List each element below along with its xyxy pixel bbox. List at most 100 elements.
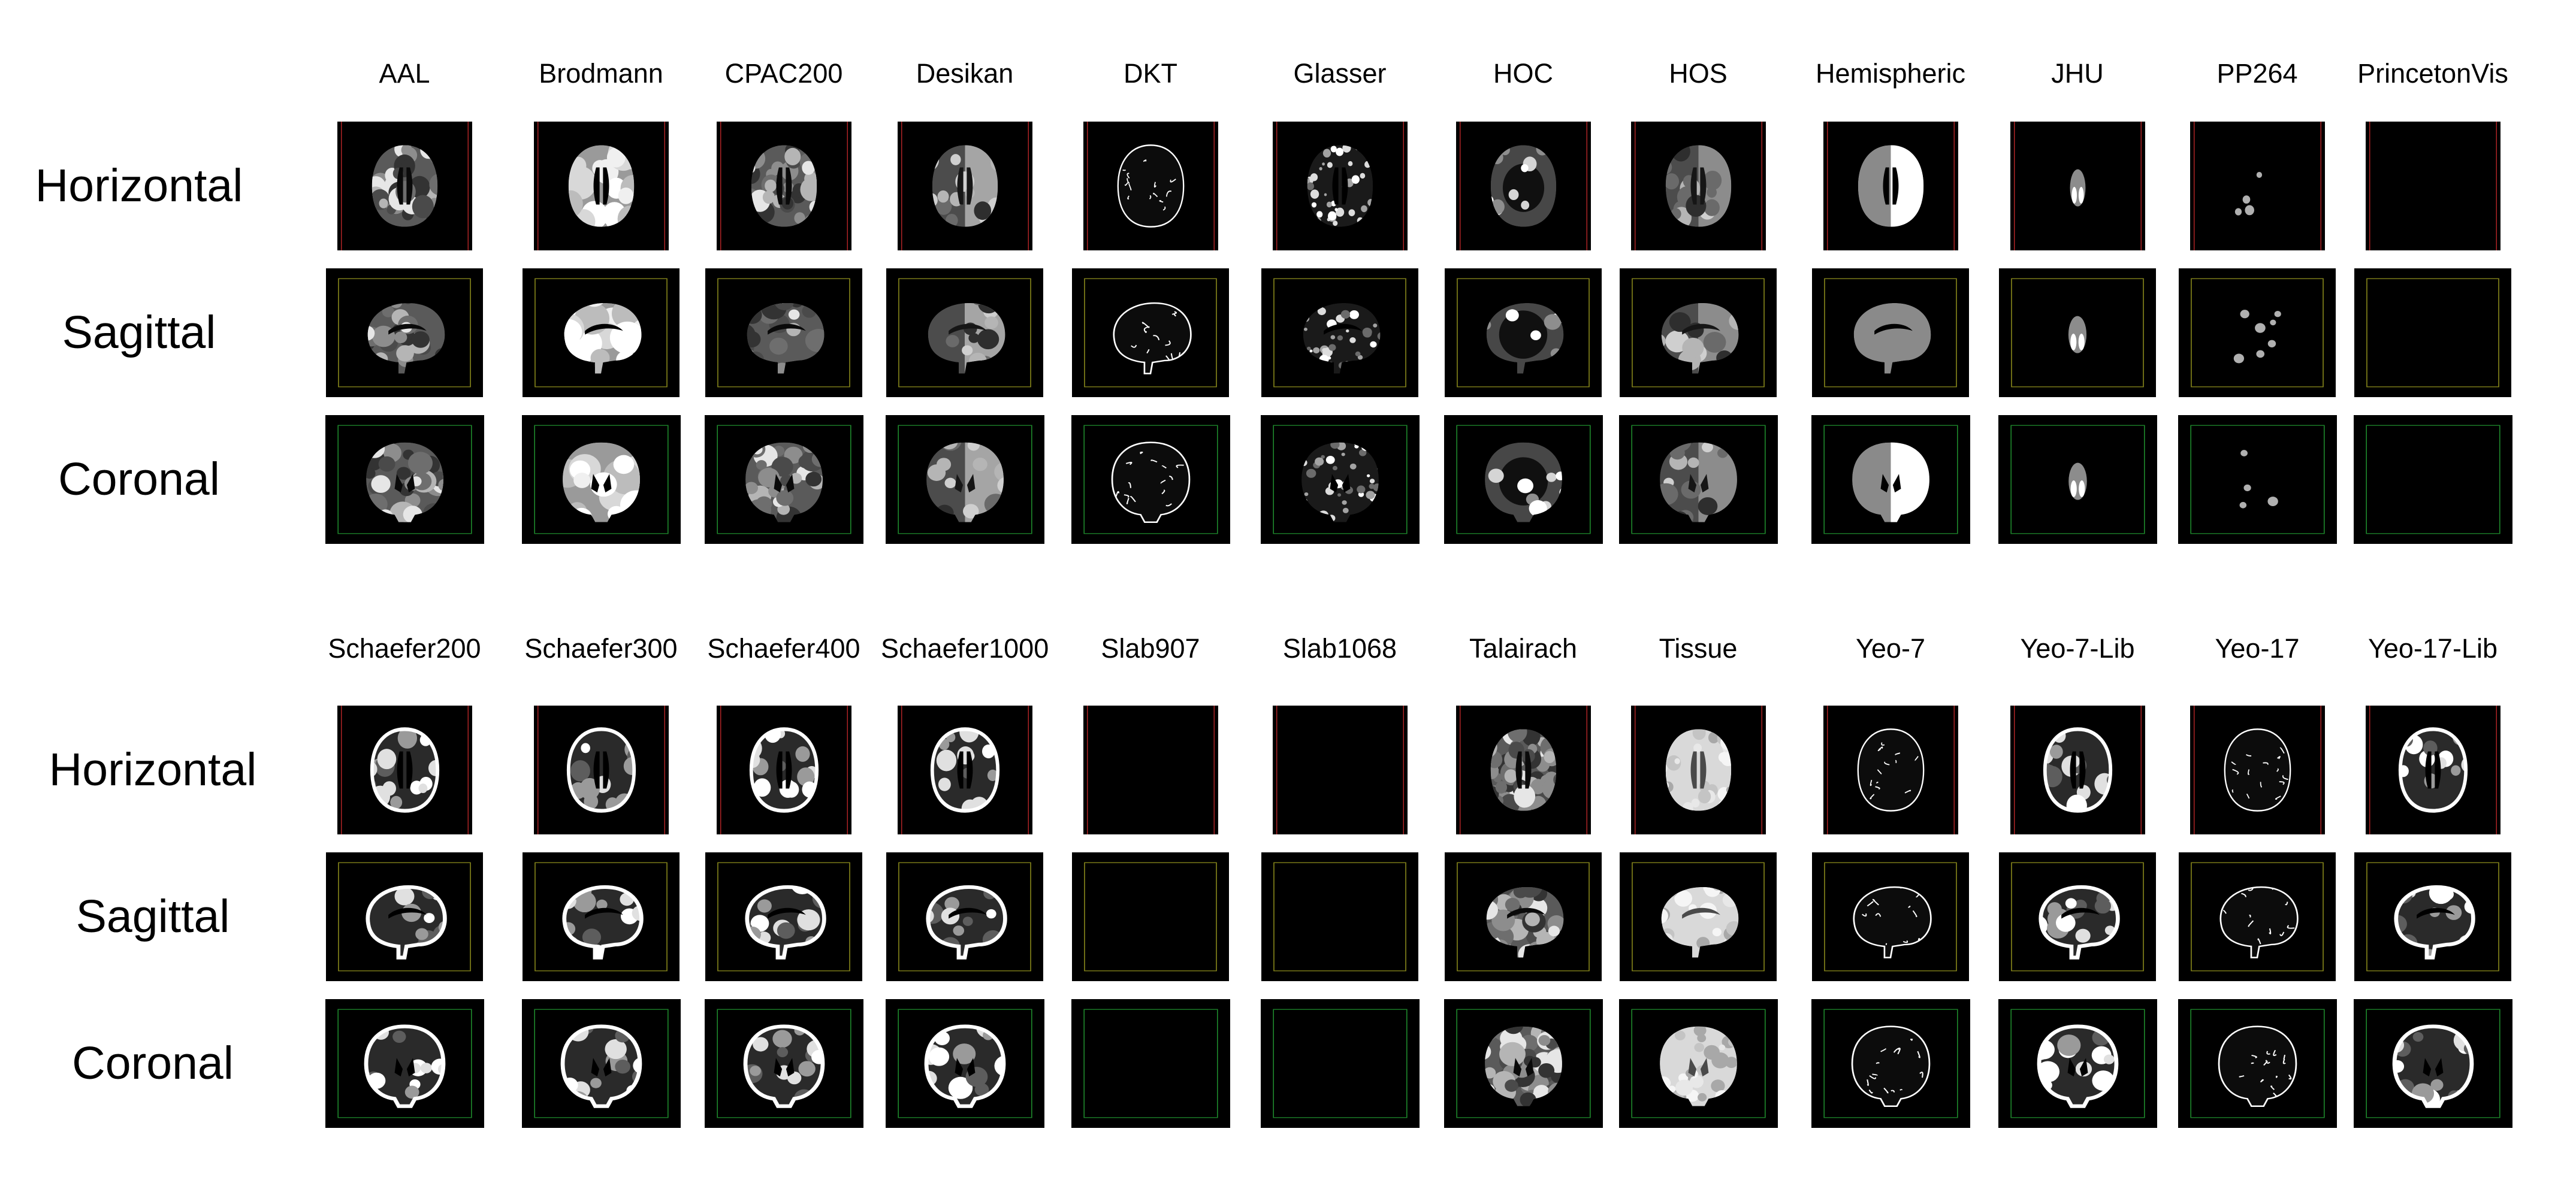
atlas-label-hemispheric: Hemispheric <box>1815 58 1966 89</box>
brain-image <box>534 862 668 971</box>
brain-slice-tissue-sagittal <box>1620 852 1777 981</box>
brain-slice-hoc-horizontal <box>1455 121 1591 250</box>
brain-slice-schaefer200-sagittal <box>326 852 483 981</box>
brain-image <box>2190 425 2325 534</box>
brain-image <box>340 121 469 250</box>
brain-image <box>716 425 851 534</box>
brain-image <box>1455 425 1591 534</box>
brain-slice-pp264-coronal <box>2178 414 2337 544</box>
brain-slice-brodmann-sagittal <box>523 268 680 397</box>
brain-slice-princetonvis-horizontal <box>2365 121 2500 250</box>
brain-slice-aal-coronal <box>325 414 484 544</box>
atlas-label-yeo-17: Yeo-17 <box>2215 633 2300 664</box>
atlas-label-jhu: JHU <box>2051 58 2104 89</box>
brain-image <box>2010 1009 2145 1118</box>
brain-slice-desikan-horizontal <box>897 121 1032 250</box>
brain-slice-yeo-17-sagittal <box>2179 852 2336 981</box>
view-label-horizontal: Horizontal <box>49 744 257 795</box>
brain-image <box>1459 705 1587 834</box>
brain-slice-schaefer200-horizontal <box>337 705 472 834</box>
atlas-label-hos: HOS <box>1669 58 1728 89</box>
brain-image <box>1084 278 1217 387</box>
brain-slice-hos-horizontal <box>1630 121 1766 250</box>
brain-image <box>717 278 850 387</box>
brain-image <box>1272 425 1408 534</box>
brain-image <box>1632 862 1765 971</box>
view-label-coronal: Coronal <box>72 1037 234 1089</box>
brain-image <box>1086 121 1215 250</box>
brain-slice-yeo-17-coronal <box>2178 999 2337 1128</box>
brain-image <box>897 425 1032 534</box>
brain-image <box>1634 121 1762 250</box>
atlas-label-schaefer200: Schaefer200 <box>328 633 481 664</box>
atlas-label-glasser: Glasser <box>1293 58 1387 89</box>
brain-image <box>901 121 1029 250</box>
brain-slice-yeo-17-lib-horizontal <box>2365 705 2500 834</box>
brain-image <box>537 705 665 834</box>
atlas-label-yeo-7: Yeo-7 <box>1856 633 1925 664</box>
brain-image <box>2193 121 2321 250</box>
brain-image <box>1824 862 1957 971</box>
brain-slice-hoc-sagittal <box>1445 268 1602 397</box>
brain-image <box>897 1009 1032 1118</box>
brain-image <box>534 278 668 387</box>
atlas-label-schaefer300: Schaefer300 <box>524 633 678 664</box>
brain-slice-jhu-sagittal <box>1999 268 2156 397</box>
brain-image <box>338 862 471 971</box>
brain-slice-princetonvis-sagittal <box>2354 268 2511 397</box>
atlas-label-hoc: HOC <box>1493 58 1553 89</box>
atlas-label-dkt: DKT <box>1124 58 1177 89</box>
atlas-label-schaefer400: Schaefer400 <box>707 633 860 664</box>
brain-image <box>1632 278 1765 387</box>
brain-image <box>2191 278 2324 387</box>
brain-slice-talairach-sagittal <box>1445 852 1602 981</box>
brain-image <box>1455 1009 1591 1118</box>
atlas-label-cpac200: CPAC200 <box>724 58 843 89</box>
brain-image <box>1630 1009 1766 1118</box>
brain-slice-yeo-7-lib-horizontal <box>2010 705 2145 834</box>
brain-slice-yeo-7-horizontal <box>1823 705 1958 834</box>
brain-image <box>716 1009 851 1118</box>
brain-slice-schaefer400-coronal <box>704 999 863 1128</box>
brain-slice-schaefer400-horizontal <box>716 705 851 834</box>
brain-image <box>1630 425 1766 534</box>
brain-image <box>1457 278 1590 387</box>
view-label-horizontal: Horizontal <box>35 160 243 211</box>
atlas-label-schaefer1000: Schaefer1000 <box>881 633 1049 664</box>
brain-slice-schaefer300-sagittal <box>523 852 680 981</box>
brain-slice-dkt-coronal <box>1071 414 1230 544</box>
brain-slice-hemispheric-coronal <box>1811 414 1970 544</box>
brain-image <box>1823 1009 1958 1118</box>
brain-image <box>1276 705 1404 834</box>
brain-image <box>720 705 848 834</box>
brain-image <box>2366 278 2499 387</box>
atlas-label-tissue: Tissue <box>1659 633 1738 664</box>
brain-slice-slab1068-coronal <box>1260 999 1420 1128</box>
view-label-sagittal: Sagittal <box>76 891 230 942</box>
brain-slice-yeo-17-horizontal <box>2190 705 2325 834</box>
brain-slice-yeo-7-lib-coronal <box>1998 999 2157 1128</box>
brain-image <box>2369 121 2497 250</box>
brain-slice-hos-sagittal <box>1620 268 1777 397</box>
brain-slice-desikan-sagittal <box>886 268 1043 397</box>
brain-image <box>1276 121 1404 250</box>
brain-image <box>1459 121 1587 250</box>
brain-image <box>2011 862 2144 971</box>
brain-image <box>340 705 469 834</box>
brain-image <box>2191 862 2324 971</box>
brain-image <box>2011 278 2144 387</box>
brain-image <box>2013 121 2142 250</box>
brain-image <box>2010 425 2145 534</box>
brain-slice-schaefer1000-sagittal <box>886 852 1043 981</box>
atlas-label-yeo-7-lib: Yeo-7-Lib <box>2020 633 2135 664</box>
brain-image <box>1823 425 1958 534</box>
brain-slice-slab907-horizontal <box>1083 705 1218 834</box>
brain-image <box>2193 705 2321 834</box>
brain-slice-jhu-horizontal <box>2010 121 2145 250</box>
brain-slice-glasser-horizontal <box>1272 121 1408 250</box>
brain-slice-tissue-horizontal <box>1630 705 1766 834</box>
atlas-label-pp264: PP264 <box>2216 58 2298 89</box>
brain-image <box>720 121 848 250</box>
brain-image <box>1634 705 1762 834</box>
brain-slice-aal-horizontal <box>337 121 472 250</box>
